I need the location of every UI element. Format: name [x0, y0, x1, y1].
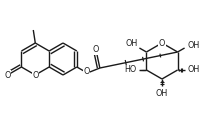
Text: OH: OH [187, 66, 200, 75]
Text: OH: OH [125, 38, 138, 48]
Text: O: O [92, 46, 99, 55]
Text: O: O [84, 68, 90, 77]
Text: OH: OH [187, 42, 200, 51]
Text: O: O [32, 71, 38, 79]
Text: O: O [159, 38, 165, 48]
Text: HO: HO [124, 66, 137, 75]
Text: OH: OH [156, 88, 168, 97]
Text: O: O [4, 71, 11, 79]
